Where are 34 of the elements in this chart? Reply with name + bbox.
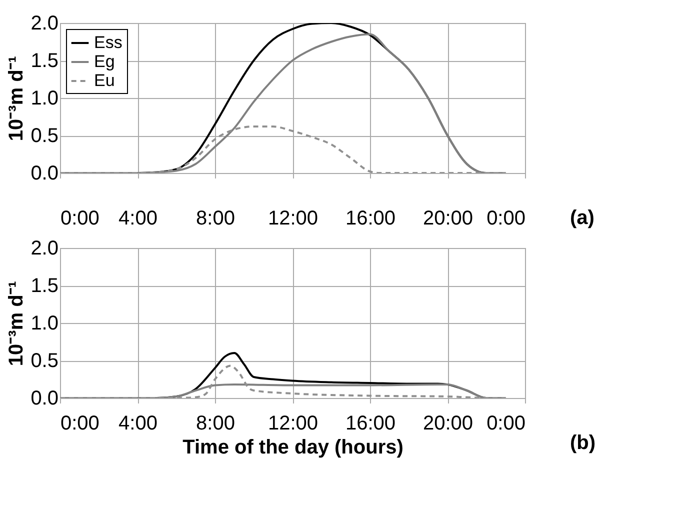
- y-tick-label: 0.5: [30, 125, 58, 147]
- legend-label: Eg: [94, 52, 115, 71]
- line-series: [60, 126, 507, 173]
- y-axis-title: 10⁻³m d⁻¹: [6, 280, 28, 366]
- y-tick-label: 0.0: [30, 388, 58, 410]
- y-tick-label: 2.0: [30, 238, 58, 260]
- legend-label: Eu: [94, 71, 115, 90]
- x-tick-label: 4:00: [118, 208, 158, 230]
- x-tick-label: 0:00: [60, 412, 100, 434]
- y-tick-label: 1.0: [30, 88, 58, 110]
- x-tick-label: 8:00: [196, 412, 235, 434]
- text: (a): [570, 207, 594, 229]
- text: (b): [570, 432, 596, 454]
- x-tick-label: 0:00: [486, 208, 526, 230]
- x-tick-label: 20:00: [422, 208, 474, 230]
- line-series: [60, 364, 507, 398]
- x-tick-label: 4:00: [118, 412, 158, 434]
- x-tick-label: 12:00: [268, 412, 318, 434]
- x-tick-label: 16:00: [345, 412, 396, 434]
- y-tick-label: 0.5: [30, 350, 58, 372]
- x-tick-label: 0:00: [486, 412, 526, 434]
- y-tick-label: 1.0: [30, 312, 58, 334]
- y-axis-title: 10⁻³m d⁻¹: [6, 56, 28, 142]
- x-tick-label: 16:00: [345, 208, 396, 230]
- y-tick-label: 2.0: [30, 12, 58, 34]
- x-axis-title: Time of the day (hours): [182, 436, 404, 458]
- x-tick-label: 8:00: [196, 208, 235, 230]
- y-tick-label: 1.5: [30, 50, 58, 72]
- y-tick-label: 0.0: [30, 162, 58, 184]
- legend-label: Ess: [94, 33, 122, 52]
- x-tick-label: 0:00: [60, 208, 100, 230]
- x-tick-label: 20:00: [422, 412, 474, 434]
- x-tick-label: 12:00: [268, 208, 318, 230]
- y-tick-label: 1.5: [30, 275, 58, 297]
